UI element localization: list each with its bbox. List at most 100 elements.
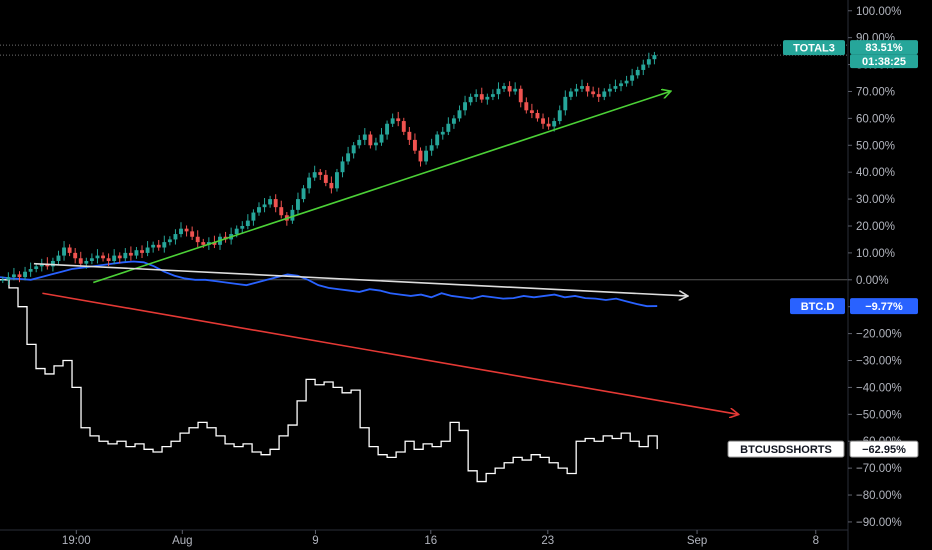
candle-body[interactable] [151, 244, 156, 248]
candle-body[interactable] [368, 134, 373, 146]
candle-body[interactable] [474, 94, 479, 97]
candle-body[interactable] [140, 250, 144, 253]
candle-body[interactable] [490, 94, 495, 97]
candle-body[interactable] [323, 174, 328, 183]
candle-body[interactable] [307, 177, 312, 189]
candle-body[interactable] [190, 231, 195, 237]
series-btcusdshorts-line[interactable] [0, 279, 658, 483]
candle-body[interactable] [89, 258, 94, 261]
candle-body[interactable] [0, 279, 5, 281]
candle-body[interactable] [591, 91, 596, 95]
candle-body[interactable] [357, 139, 362, 146]
candle-body[interactable] [652, 55, 657, 60]
candle-body[interactable] [524, 102, 529, 111]
candle-body[interactable] [463, 102, 468, 111]
candle-body[interactable] [329, 182, 334, 189]
candle-body[interactable] [62, 247, 66, 256]
candle-body[interactable] [251, 212, 256, 221]
candle-body[interactable] [557, 110, 562, 122]
candle-body[interactable] [301, 188, 306, 200]
candle-body[interactable] [602, 91, 607, 97]
candle-body[interactable] [552, 121, 557, 127]
candle-body[interactable] [340, 161, 345, 173]
candle-body[interactable] [201, 242, 206, 245]
candle-body[interactable] [435, 134, 440, 146]
candle-body[interactable] [195, 236, 200, 243]
series-btc-d-line[interactable] [0, 260, 658, 308]
candle-body[interactable] [39, 263, 44, 267]
candle-body[interactable] [580, 86, 584, 89]
candle-body[interactable] [56, 255, 61, 261]
candle-body[interactable] [424, 150, 429, 162]
candle-body[interactable] [234, 228, 239, 235]
candle-body[interactable] [179, 228, 183, 235]
candle-body[interactable] [84, 260, 89, 264]
candle-body[interactable] [173, 234, 178, 240]
trendline-annotation[interactable] [93, 91, 670, 284]
candle-body[interactable] [262, 204, 267, 208]
candle-body[interactable] [619, 83, 623, 87]
candle-body[interactable] [513, 88, 518, 92]
candle-body[interactable] [184, 228, 189, 232]
candle-body[interactable] [67, 247, 72, 253]
candle-body[interactable] [134, 250, 139, 256]
candle-body[interactable] [429, 145, 434, 151]
candle-body[interactable] [418, 150, 423, 162]
candle-body[interactable] [485, 96, 490, 100]
candle-body[interactable] [95, 255, 100, 259]
plot-area[interactable] [0, 44, 848, 483]
candle-body[interactable] [574, 88, 579, 92]
candle-body[interactable] [630, 75, 635, 81]
candle-body[interactable] [529, 110, 534, 113]
candle-body[interactable] [279, 207, 284, 216]
candle-body[interactable] [535, 112, 540, 119]
candle-body[interactable] [407, 131, 412, 140]
candle-body[interactable] [212, 242, 217, 245]
trendline-annotation[interactable] [42, 292, 737, 414]
candle-body[interactable] [373, 142, 378, 146]
candle-body[interactable] [318, 172, 323, 175]
candle-body[interactable] [101, 255, 105, 259]
candle-body[interactable] [585, 86, 590, 92]
candle-body[interactable] [646, 59, 651, 65]
candle-body[interactable] [346, 153, 351, 162]
candle-body[interactable] [28, 269, 33, 272]
candle-body[interactable] [123, 252, 128, 259]
candle-body[interactable] [128, 252, 133, 256]
candle-body[interactable] [112, 255, 117, 261]
candle-body[interactable] [563, 96, 568, 111]
candle-body[interactable] [257, 207, 261, 213]
candle-body[interactable] [167, 239, 172, 243]
candle-body[interactable] [312, 172, 317, 178]
candle-body[interactable] [401, 121, 406, 132]
candle-body[interactable] [117, 255, 122, 259]
candle-body[interactable] [78, 258, 83, 264]
candle-body[interactable] [23, 271, 28, 278]
candle-body[interactable] [11, 274, 16, 278]
candle-body[interactable] [613, 86, 618, 89]
candle-body[interactable] [635, 69, 640, 76]
candle-body[interactable] [396, 118, 401, 122]
candle-body[interactable] [496, 88, 501, 95]
candle-body[interactable] [335, 172, 339, 189]
candle-body[interactable] [290, 209, 295, 221]
candle-body[interactable] [624, 80, 629, 84]
candle-body[interactable] [607, 88, 612, 92]
candle-body[interactable] [468, 96, 473, 103]
candle-body[interactable] [273, 199, 278, 208]
candle-body[interactable] [73, 252, 78, 259]
candle-body[interactable] [568, 91, 573, 97]
candle-body[interactable] [362, 134, 367, 140]
candle-body[interactable] [268, 199, 273, 205]
candle-body[interactable] [440, 131, 445, 135]
candle-body[interactable] [240, 225, 245, 229]
candle-body[interactable] [641, 64, 646, 70]
trendline-annotation[interactable] [33, 262, 687, 296]
candle-body[interactable] [379, 134, 384, 143]
candle-body[interactable] [541, 118, 545, 124]
candle-body[interactable] [502, 86, 506, 89]
candle-body[interactable] [457, 110, 462, 119]
candle-body[interactable] [518, 88, 523, 103]
candle-body[interactable] [50, 260, 55, 267]
candle-body[interactable] [390, 118, 395, 124]
